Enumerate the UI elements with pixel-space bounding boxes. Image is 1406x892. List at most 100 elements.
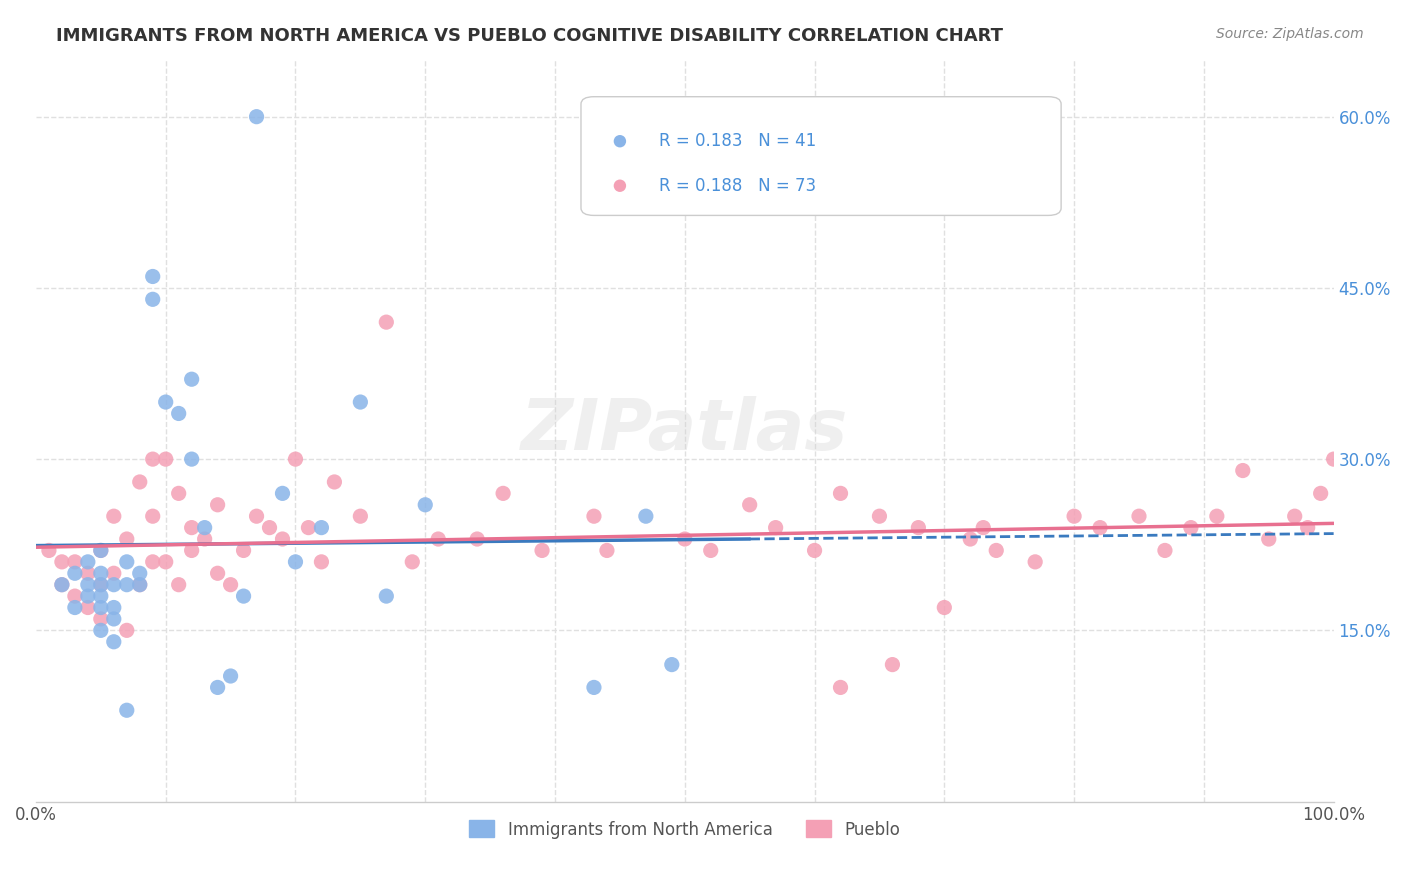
Text: Source: ZipAtlas.com: Source: ZipAtlas.com — [1216, 27, 1364, 41]
Pueblo — [311, 555, 333, 569]
Immigrants from North America — [90, 543, 112, 558]
Immigrants from North America — [219, 669, 242, 683]
Pueblo — [986, 543, 1008, 558]
Immigrants from North America — [115, 577, 138, 591]
Immigrants from North America — [245, 110, 267, 124]
Pueblo — [323, 475, 346, 489]
Pueblo — [868, 509, 890, 524]
Pueblo — [115, 624, 138, 638]
Pueblo — [830, 681, 852, 695]
Immigrants from North America — [128, 566, 150, 581]
Immigrants from North America — [103, 612, 125, 626]
Pueblo — [245, 509, 267, 524]
Pueblo — [1257, 532, 1279, 546]
Immigrants from North America — [103, 577, 125, 591]
Pueblo — [401, 555, 423, 569]
Pueblo — [531, 543, 554, 558]
Immigrants from North America — [90, 589, 112, 603]
Immigrants from North America — [207, 681, 229, 695]
Immigrants from North America — [90, 600, 112, 615]
Pueblo — [90, 577, 112, 591]
Pueblo — [180, 543, 202, 558]
Immigrants from North America — [634, 509, 657, 524]
Pueblo — [128, 475, 150, 489]
Immigrants from North America — [90, 577, 112, 591]
Immigrants from North America — [375, 589, 398, 603]
Pueblo — [142, 555, 165, 569]
Pueblo — [51, 555, 73, 569]
Immigrants from North America — [194, 520, 217, 534]
Pueblo — [1205, 509, 1227, 524]
Pueblo — [492, 486, 515, 500]
Pueblo — [582, 509, 605, 524]
Pueblo — [1309, 486, 1331, 500]
Immigrants from North America — [128, 577, 150, 591]
Immigrants from North America — [63, 566, 86, 581]
Pueblo — [232, 543, 254, 558]
Immigrants from North America — [167, 407, 190, 421]
Pueblo — [959, 532, 981, 546]
Pueblo — [76, 566, 98, 581]
Pueblo — [700, 543, 723, 558]
FancyBboxPatch shape — [581, 96, 1062, 215]
Pueblo — [1180, 520, 1202, 534]
Pueblo — [803, 543, 825, 558]
Immigrants from North America — [582, 681, 605, 695]
Immigrants from North America — [76, 577, 98, 591]
Immigrants from North America — [76, 555, 98, 569]
Pueblo — [284, 452, 307, 467]
Pueblo — [673, 532, 696, 546]
Pueblo — [1232, 464, 1254, 478]
Pueblo — [934, 600, 956, 615]
Text: R = 0.188   N = 73: R = 0.188 N = 73 — [659, 177, 815, 194]
Pueblo — [103, 566, 125, 581]
Immigrants from North America — [115, 703, 138, 717]
Immigrants from North America — [103, 600, 125, 615]
Immigrants from North America — [103, 634, 125, 648]
Immigrants from North America — [142, 269, 165, 284]
Text: ZIPatlas: ZIPatlas — [522, 396, 848, 465]
Pueblo — [972, 520, 994, 534]
Immigrants from North America — [311, 520, 333, 534]
Pueblo — [427, 532, 450, 546]
Pueblo — [51, 577, 73, 591]
Pueblo — [738, 498, 761, 512]
Pueblo — [194, 532, 217, 546]
Pueblo — [1128, 509, 1150, 524]
Pueblo — [375, 315, 398, 329]
Pueblo — [1323, 452, 1346, 467]
Pueblo — [128, 577, 150, 591]
Pueblo — [90, 543, 112, 558]
Pueblo — [596, 543, 619, 558]
Immigrants from North America — [142, 293, 165, 307]
Pueblo — [76, 600, 98, 615]
Pueblo — [882, 657, 904, 672]
Immigrants from North America — [180, 452, 202, 467]
Pueblo — [207, 498, 229, 512]
Pueblo — [1024, 555, 1046, 569]
Immigrants from North America — [232, 589, 254, 603]
Pueblo — [167, 486, 190, 500]
Immigrants from North America — [90, 624, 112, 638]
Pueblo — [142, 452, 165, 467]
Immigrants from North America — [76, 589, 98, 603]
Pueblo — [142, 509, 165, 524]
Pueblo — [38, 543, 60, 558]
Immigrants from North America — [349, 395, 371, 409]
Pueblo — [207, 566, 229, 581]
Pueblo — [1296, 520, 1319, 534]
Immigrants from North America — [180, 372, 202, 386]
Pueblo — [465, 532, 488, 546]
Immigrants from North America — [155, 395, 177, 409]
Pueblo — [830, 486, 852, 500]
Pueblo — [103, 509, 125, 524]
Pueblo — [219, 577, 242, 591]
Immigrants from North America — [115, 555, 138, 569]
Pueblo — [259, 520, 281, 534]
Pueblo — [63, 589, 86, 603]
Immigrants from North America — [413, 498, 436, 512]
Immigrants from North America — [51, 577, 73, 591]
Pueblo — [297, 520, 319, 534]
Pueblo — [1284, 509, 1306, 524]
Immigrants from North America — [271, 486, 294, 500]
